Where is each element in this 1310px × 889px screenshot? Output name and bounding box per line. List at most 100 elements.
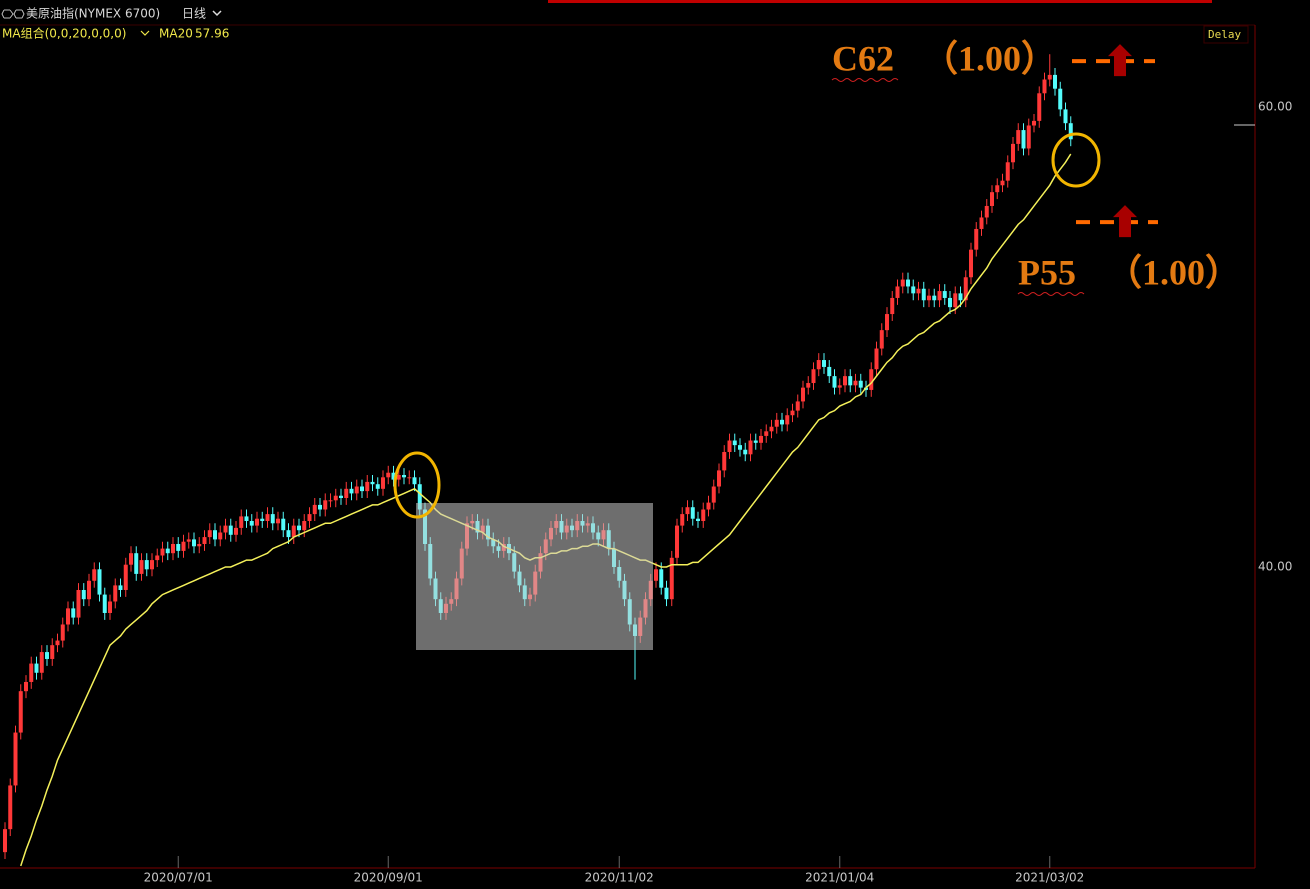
candle-body — [890, 297, 895, 315]
candle-body — [176, 543, 181, 551]
candle-body — [255, 518, 259, 526]
candle-body — [743, 449, 748, 455]
candle-body — [402, 475, 406, 478]
candle-body — [927, 295, 931, 301]
candle-body — [160, 548, 165, 556]
candle-body — [171, 543, 175, 554]
candle-body — [937, 291, 942, 301]
candle-body — [134, 553, 139, 574]
candle-body — [239, 516, 244, 528]
candle-body — [260, 518, 265, 522]
link-icon[interactable] — [1, 9, 25, 19]
candle-body — [144, 560, 149, 570]
candle-body — [192, 539, 196, 547]
candle-body — [696, 518, 700, 522]
candle-body — [1026, 125, 1031, 149]
up-arrow — [1108, 44, 1132, 77]
candle-body — [223, 525, 228, 533]
candle-body — [8, 785, 13, 830]
candle-body — [1037, 93, 1042, 121]
delay-box — [1203, 25, 1249, 44]
candle-body — [139, 560, 144, 574]
candle-body — [916, 288, 921, 294]
candle-body — [328, 500, 333, 502]
candle-body — [181, 541, 186, 551]
y-tick-label: 40.00 — [1258, 559, 1292, 573]
candle-body — [339, 495, 343, 499]
candle-body — [39, 652, 44, 673]
candle-body — [1053, 74, 1057, 89]
candle-body — [932, 295, 937, 301]
x-tick-label: 2021/03/02 — [1015, 871, 1084, 885]
overlay: C62 （1.00） P55 （1.00） — [393, 38, 1241, 650]
spell-underline — [1017, 292, 1085, 296]
ma-name: MA20 — [159, 27, 193, 41]
candle-body — [869, 369, 874, 390]
candle-body — [921, 288, 926, 301]
period-chevron[interactable] — [212, 10, 222, 17]
candle-body — [669, 557, 674, 600]
candle-body — [102, 594, 107, 613]
candle-body — [843, 376, 847, 386]
candle-body — [323, 500, 328, 510]
candle-body — [853, 380, 858, 386]
candle-body — [801, 387, 805, 402]
candle-body — [1016, 130, 1021, 144]
candle-body — [234, 527, 238, 535]
candle-body — [753, 440, 758, 443]
candle-body — [108, 601, 112, 613]
candle-body — [207, 530, 212, 538]
candle-body — [165, 548, 170, 554]
candle-body — [391, 472, 396, 480]
candle-body — [50, 645, 55, 659]
highlight-circle — [393, 451, 441, 519]
indicator[interactable]: MA组合(0,0,20,0,0,0) — [2, 26, 126, 41]
candle-body — [55, 640, 60, 646]
candle-body — [1000, 180, 1005, 186]
candle-body — [370, 481, 375, 485]
candle-body — [71, 608, 76, 618]
candle-body — [685, 507, 690, 515]
candle-body — [375, 484, 380, 489]
candle-body — [942, 291, 947, 298]
highlight-box — [416, 503, 653, 650]
candle-body — [848, 376, 853, 386]
candle-body — [832, 376, 837, 388]
candle-body — [738, 445, 742, 450]
put-label: P55 — [1018, 252, 1076, 292]
symbol-title[interactable]: 美原油指(NYMEX 6700) — [26, 6, 160, 21]
candle-body — [790, 410, 795, 416]
period[interactable]: 日线 — [182, 7, 206, 21]
up-arrow — [1113, 205, 1137, 238]
candle-body — [66, 608, 70, 625]
candle-body — [706, 502, 711, 510]
call-qty: （1.00） — [922, 38, 1057, 78]
candle-body — [974, 228, 979, 250]
candle-body — [349, 488, 354, 494]
indicator-chevron[interactable] — [140, 30, 150, 36]
candle-body — [1058, 88, 1063, 110]
candle-body — [186, 539, 191, 542]
candle-body — [780, 419, 784, 425]
candle-body — [87, 580, 91, 600]
candle-body — [806, 383, 811, 388]
candle-body — [1032, 120, 1036, 126]
candle-body — [969, 249, 973, 278]
candle-body — [769, 426, 774, 432]
candle-body — [213, 530, 217, 540]
candle-body — [297, 525, 301, 531]
candle-body — [407, 477, 412, 479]
highlight-circle — [1051, 132, 1101, 188]
candle-body — [244, 516, 249, 522]
candle-body — [827, 366, 832, 377]
candle-body — [816, 360, 821, 370]
candle-body — [286, 530, 291, 538]
candle-body — [953, 293, 958, 308]
candle-body — [785, 415, 790, 425]
candle-body — [129, 553, 133, 565]
candle-body — [97, 569, 102, 595]
candle-body — [984, 205, 989, 218]
candle-body — [354, 486, 359, 494]
candle-body — [654, 569, 658, 581]
